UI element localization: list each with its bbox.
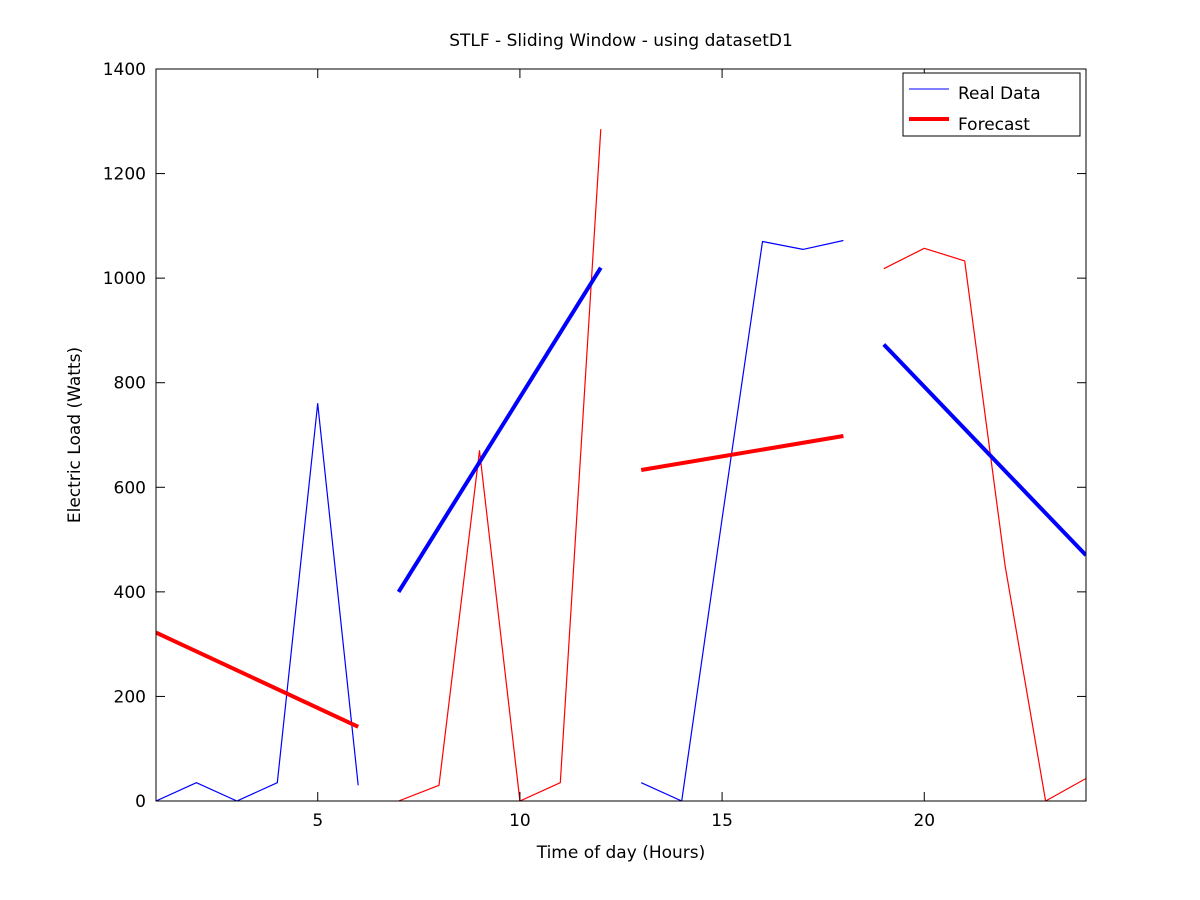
series-layer bbox=[156, 129, 1086, 801]
y-tick-label: 200 bbox=[114, 687, 146, 707]
y-tick-label: 0 bbox=[135, 792, 146, 812]
x-tick-label: 15 bbox=[711, 811, 733, 831]
series-line-4-blue-thick bbox=[396, 266, 603, 593]
plot-area bbox=[156, 129, 1086, 801]
y-tick-label: 600 bbox=[114, 478, 146, 498]
y-tick-label: 1200 bbox=[103, 165, 146, 185]
series-line-3-red-thin bbox=[398, 129, 602, 801]
x-tick-label: 10 bbox=[509, 811, 531, 831]
plot-frame bbox=[155, 68, 1087, 802]
series-line-1-blue-thin bbox=[156, 403, 359, 801]
series-line-6-red-thick bbox=[640, 434, 844, 472]
series-line-8-blue-thick bbox=[882, 343, 1086, 557]
y-tick-label: 800 bbox=[114, 374, 146, 394]
legend: Real Data Forecast bbox=[902, 72, 1081, 137]
y-tick-label: 1000 bbox=[103, 269, 146, 289]
x-tick-label: 5 bbox=[312, 811, 323, 831]
y-tick-label: 400 bbox=[114, 583, 146, 603]
legend-label-real-data: Real Data bbox=[958, 84, 1041, 104]
chart-title: STLF - Sliding Window - using datasetD1 bbox=[449, 31, 793, 51]
x-tick-label: 20 bbox=[913, 811, 935, 831]
series-line-2-red-thick bbox=[156, 630, 360, 729]
y-axis-label: Electric Load (Watts) bbox=[65, 347, 85, 523]
series-line-5-blue-thin bbox=[640, 239, 844, 801]
legend-box bbox=[902, 72, 1081, 137]
x-axis-label: Time of day (Hours) bbox=[536, 843, 706, 863]
series-line-7-red-thin bbox=[883, 247, 1086, 801]
y-tick-label: 1400 bbox=[103, 60, 146, 80]
legend-label-forecast: Forecast bbox=[958, 115, 1030, 135]
